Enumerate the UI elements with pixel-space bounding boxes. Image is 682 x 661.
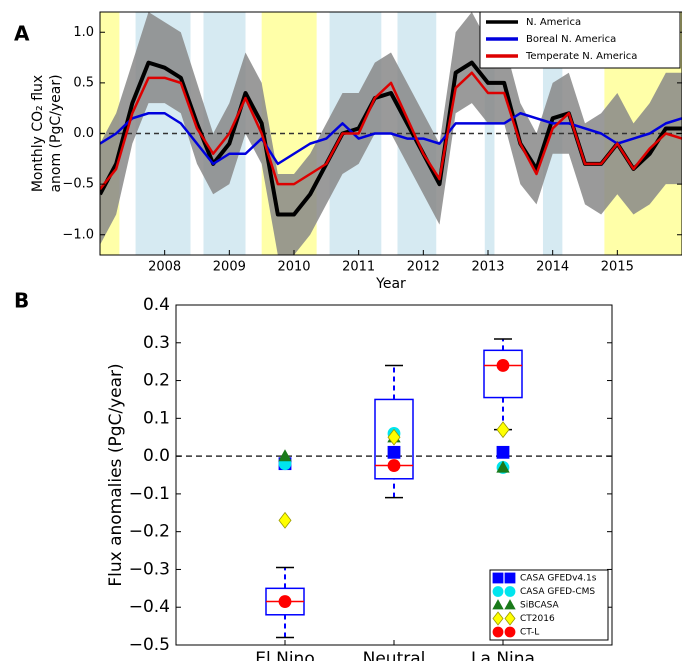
legend-label: Temperate N. America xyxy=(525,51,637,62)
x-tick-label: La Nina xyxy=(471,649,535,661)
y-tick-label: −0.1 xyxy=(129,484,170,504)
legend: N. America Boreal N. America Temperate N. … xyxy=(479,11,681,69)
legend-swatch xyxy=(492,626,504,638)
x-tick-label: 2014 xyxy=(536,260,569,275)
y-axis-label: Flux anomalies (PgC/year) xyxy=(106,363,126,586)
legend-label: CT2016 xyxy=(520,614,555,624)
legend-swatch xyxy=(504,586,516,597)
legend-swatch xyxy=(504,572,516,584)
legend: CASA GFEDv4.1s CASA GFED-CMS SiBCASA CT2016… xyxy=(489,569,609,641)
y-tick-label: 0.3 xyxy=(143,333,170,353)
data-point xyxy=(387,459,401,472)
x-tick-label: 2009 xyxy=(213,260,246,275)
x-tick-label: 2013 xyxy=(471,260,504,275)
y-tick-label: −0.3 xyxy=(129,559,170,579)
legend-swatch xyxy=(492,572,504,584)
y-tick-label: −0.5 xyxy=(62,177,94,192)
x-tick-label: 2010 xyxy=(277,260,310,275)
legend-label: CASA GFEDv4.1s xyxy=(520,574,597,584)
y-tick-label: 1.0 xyxy=(73,25,94,40)
y-tick-label: 0.4 xyxy=(143,295,170,315)
legend-label: CT-L xyxy=(520,628,539,638)
y-tick-label: 0.5 xyxy=(73,75,94,90)
legend-label: SiBCASA xyxy=(520,601,560,611)
y-tick-label: 0.0 xyxy=(143,446,170,466)
data-point xyxy=(496,421,510,439)
data-point xyxy=(278,511,292,529)
y-tick-label: −0.5 xyxy=(129,635,170,655)
data-point xyxy=(496,445,510,459)
x-tick-label: 2011 xyxy=(342,260,375,275)
legend-swatch xyxy=(492,611,504,626)
legend-label: N. America xyxy=(526,17,581,28)
box xyxy=(483,349,523,399)
y-axis-label: anom (PgC/year) xyxy=(48,74,64,192)
y-axis-label: Monthly CO₂ flux xyxy=(30,75,46,192)
legend-swatch xyxy=(504,611,516,626)
legend-label: Boreal N. America xyxy=(526,34,616,45)
y-tick-label: −0.2 xyxy=(129,522,170,542)
y-tick-label: −0.4 xyxy=(129,597,170,617)
series-line xyxy=(100,112,682,166)
plot-area xyxy=(100,12,682,255)
legend-swatch xyxy=(504,626,516,638)
data-point xyxy=(278,449,292,462)
data-point xyxy=(496,460,510,473)
y-tick-label: −1.0 xyxy=(62,227,94,242)
data-point xyxy=(387,428,401,446)
legend-swatch xyxy=(504,599,516,610)
legend-swatch xyxy=(492,599,504,610)
y-tick-label: 0.2 xyxy=(143,371,170,391)
x-tick-label: 2008 xyxy=(148,260,181,275)
panel-label: A xyxy=(14,22,30,46)
y-tick-label: 0.0 xyxy=(73,126,94,141)
x-tick-label: 2015 xyxy=(601,260,634,275)
legend-label: CASA GFED-CMS xyxy=(520,587,595,597)
box xyxy=(374,398,414,480)
x-tick-label: El Nino xyxy=(255,649,314,661)
data-point xyxy=(496,359,510,372)
x-tick-label: Neutral xyxy=(363,649,426,661)
x-tick-label: 2012 xyxy=(407,260,440,275)
data-point xyxy=(387,445,401,459)
series-line xyxy=(100,71,682,190)
panel-label: B xyxy=(14,289,29,313)
data-point xyxy=(278,595,292,608)
legend-swatch xyxy=(492,586,504,597)
y-tick-label: 0.1 xyxy=(143,408,170,428)
x-axis-label: Year xyxy=(375,276,406,292)
